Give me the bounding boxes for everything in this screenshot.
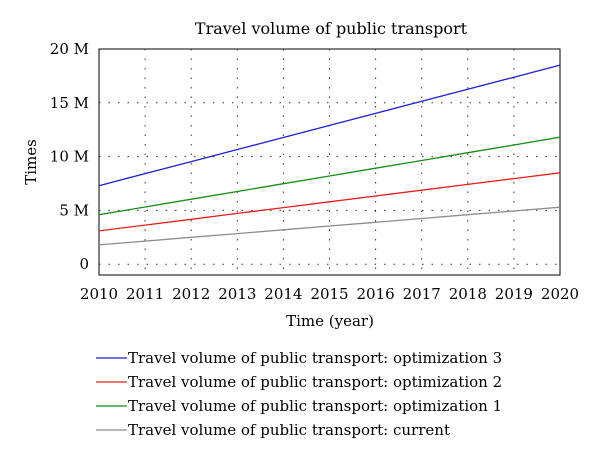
y-axis-ticks: 20 M 15 M 10 M 5 M 0 [50,40,89,273]
series-line [98,172,561,232]
x-tick-label: 2010 [80,285,118,303]
x-tick-label: 2018 [449,285,487,303]
y-tick-label: 5 M [59,201,89,219]
series-line [98,64,561,187]
series-line [98,206,561,246]
x-tick-label: 2011 [126,285,164,303]
series-line [98,136,561,216]
y-tick-label: 0 [79,255,89,273]
x-axis-title: Time (year) [286,312,374,330]
x-tick-label: 2012 [172,285,210,303]
y-axis-title: Times [22,139,40,185]
y-tick-label: 10 M [50,148,89,166]
x-tick-label: 2014 [264,285,302,303]
x-tick-label: 2013 [218,285,256,303]
legend-label: Travel volume of public transport: optim… [128,349,502,367]
x-tick-label: 2015 [310,285,348,303]
legend-label: Travel volume of public transport: curre… [128,421,450,439]
y-tick-label: 15 M [50,94,89,112]
legend-label: Travel volume of public transport: optim… [128,397,502,415]
chart-title: Travel volume of public transport [195,19,468,38]
x-tick-label: 2016 [357,285,395,303]
series-lines [98,64,561,246]
x-tick-label: 2017 [403,285,441,303]
y-tick-label: 20 M [50,40,89,58]
x-tick-label: 2020 [541,285,579,303]
x-axis-ticks: 2010 2011 2012 2013 2014 2015 2016 2017 2018 2019… [80,285,579,303]
legend: Travel volume of public transport: optim… [96,349,502,439]
x-tick-label: 2019 [495,285,533,303]
legend-label: Travel volume of public transport: optim… [128,373,502,391]
grid [99,49,560,275]
